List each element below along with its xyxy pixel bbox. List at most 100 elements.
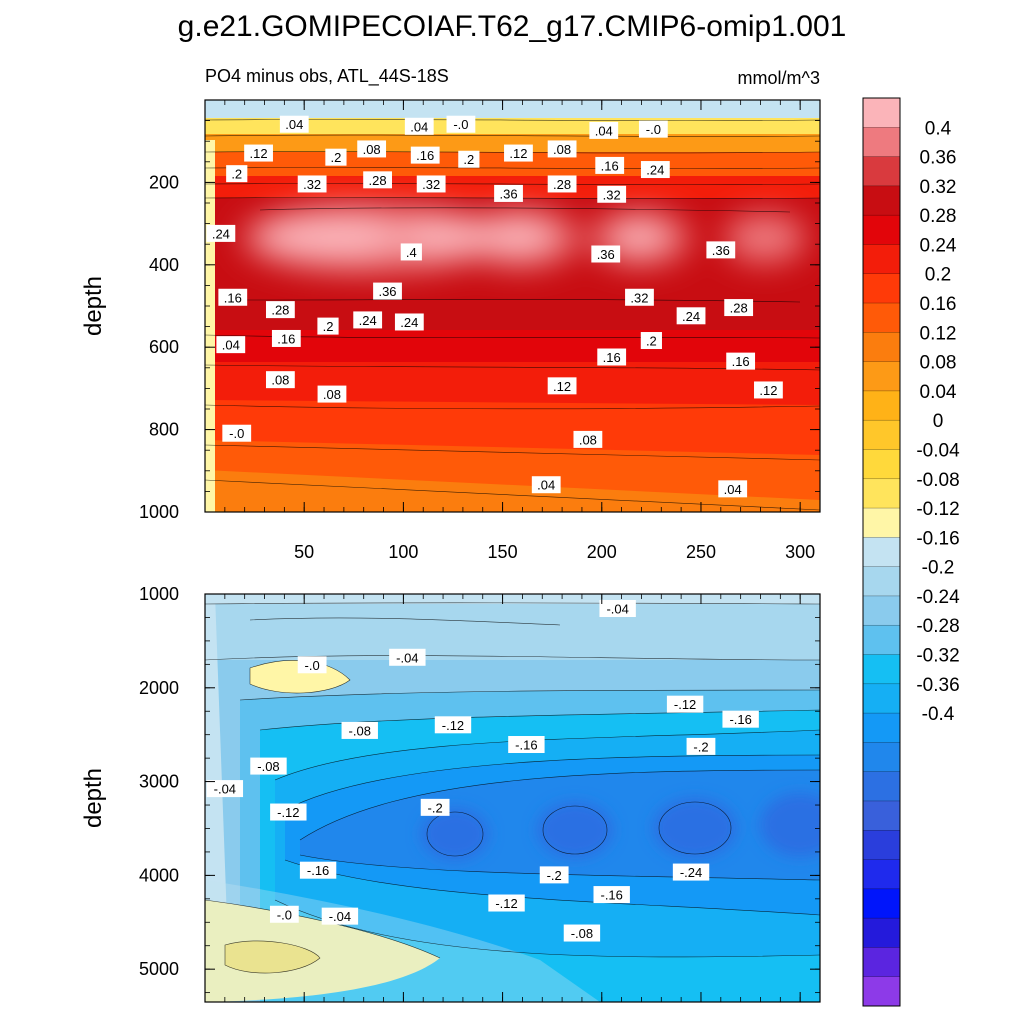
contour-label-box [672,863,710,881]
contour-label: -.12 [434,716,472,734]
contour-label: .32 [297,175,327,193]
contour-label: .12 [244,144,273,162]
contour-label: -.12 [270,803,307,821]
contour-label-box [434,716,472,734]
colorbar-tick-label: -0.24 [916,587,960,608]
colorbar: 0.4 0.36 0.32 0.28 0.24 0.2 0.16 0.12 0.08 0.04 0 -… [862,97,960,1007]
contour-label: .24 [640,161,670,179]
contour-label: -.0 [222,424,252,442]
contour-label-box [218,288,248,306]
contour-label-box [373,282,402,300]
contour-label: .36 [591,245,621,263]
contour-label: .24 [206,224,236,242]
contour-label-text: -.0 [453,117,468,132]
contour-label-box [404,117,434,135]
contour-label-box [531,476,561,494]
colorbar-tick-label: 0.16 [920,294,957,315]
contour-label-text: -.0 [646,122,661,137]
colorbar-swatch [863,742,900,773]
colorbar-tick-label: -0.04 [916,440,960,461]
contour-label: .16 [218,288,248,306]
colorbar-swatch [863,244,900,275]
colorbar-swatch [863,713,900,743]
contour-label: .28 [724,299,754,317]
chart-title: g.e21.GOMIPECOIAF.T62_g17.CMIP6-omip1.00… [178,10,847,43]
contour-label-box [250,757,287,775]
y-tick-label: 1000 [139,584,179,604]
contour-label-text: .24 [400,315,418,330]
contour-label-box [271,329,301,347]
contour-label: .04 [589,121,619,139]
colorbar-tick-label: 0.28 [920,206,957,227]
colorbar-swatch [863,390,900,421]
contour-label-box [389,648,426,666]
upper-axes: 200 400 600 800 1000 50 100 150 200 250 300 [139,99,821,562]
upper-contour-labels: .04 .04 -.0 .04 -.0 .12 .2 .08 .16 .2 .12 .08 .16 .24… [206,115,783,498]
contour-label: .04 [404,117,434,135]
contour-label: -.0 [446,115,476,133]
contour-label-text: .24 [359,313,377,328]
contour-label-text: .08 [323,387,341,402]
colorbar-tick-label: -0.12 [916,499,959,520]
lower-panel: -.04 -.0 -.04 -.08 -.12 -.16 -.12 -.16 -.2 -.08 -.… [80,584,821,1003]
contour-label-text: .04 [410,119,428,134]
colorbar-frame [862,97,901,1007]
contour-label-text: -.08 [571,926,593,941]
contour-label-text: -.04 [606,602,628,617]
contour-label-box [597,348,627,366]
units-label: mmol/m^3 [738,68,820,88]
contour-label-text: .04 [222,338,240,353]
colorbar-tick-label: -0.4 [922,704,955,725]
lower-y-axis-title: depth [80,768,107,828]
contour-label: .08 [265,371,295,389]
colorbar-swatch [863,508,900,538]
contour-label-box [547,377,577,395]
colorbar-swatch [863,332,900,363]
contour-label: .32 [625,288,654,306]
y-tick-label: 200 [149,172,179,192]
contour-label-box [494,184,523,202]
contour-label: .16 [271,329,301,347]
contour-label-text: .16 [416,148,434,163]
contour-label-text: .16 [732,354,750,369]
contour-label-box [270,803,307,821]
contour-label-text: -.16 [515,738,537,753]
contour-label-box [206,224,236,242]
colorbar-swatch [863,98,900,128]
contour-label: -.04 [599,600,636,618]
contour-label-text: .28 [271,303,289,318]
colorbar-tick-label: 0.04 [920,382,957,403]
contour-label: -.0 [638,120,668,138]
contour-label: .04 [216,336,246,354]
contour-label-box [539,866,569,884]
contour-label-text: .12 [509,146,527,161]
contour-label-text: .12 [759,383,777,398]
contour-label: .32 [597,185,627,203]
contour-label-text: .28 [369,173,387,188]
contour-label-text: -.0 [305,658,320,673]
contour-label-text: .32 [603,187,621,202]
contour-label: .28 [363,171,392,189]
contour-label: -.2 [539,866,569,884]
colorbar-tick-label: 0.2 [925,265,951,286]
colorbar-tick-label: 0.08 [920,353,957,374]
contour-label: -.08 [250,757,287,775]
colorbar-swatch [863,215,900,245]
colorbar-swatch [863,420,900,450]
colorbar-swatch [863,800,900,831]
contour-label: -.24 [672,863,710,881]
contour-label-box [547,175,577,193]
contour-label-box [226,165,248,183]
contour-label: .04 [279,115,309,133]
contour-label: .12 [754,381,783,399]
contour-label: .24 [353,311,383,329]
contour-label-box [321,907,359,925]
contour-label-box [279,115,309,133]
contour-label: .28 [265,301,295,319]
contour-label-box [216,336,246,354]
contour-label: .04 [531,476,561,494]
contour-label-box [297,656,327,674]
colorbar-tick-label: -0.28 [916,616,959,637]
contour-label-text: .32 [630,290,648,305]
contour-label-text: .04 [724,482,742,497]
